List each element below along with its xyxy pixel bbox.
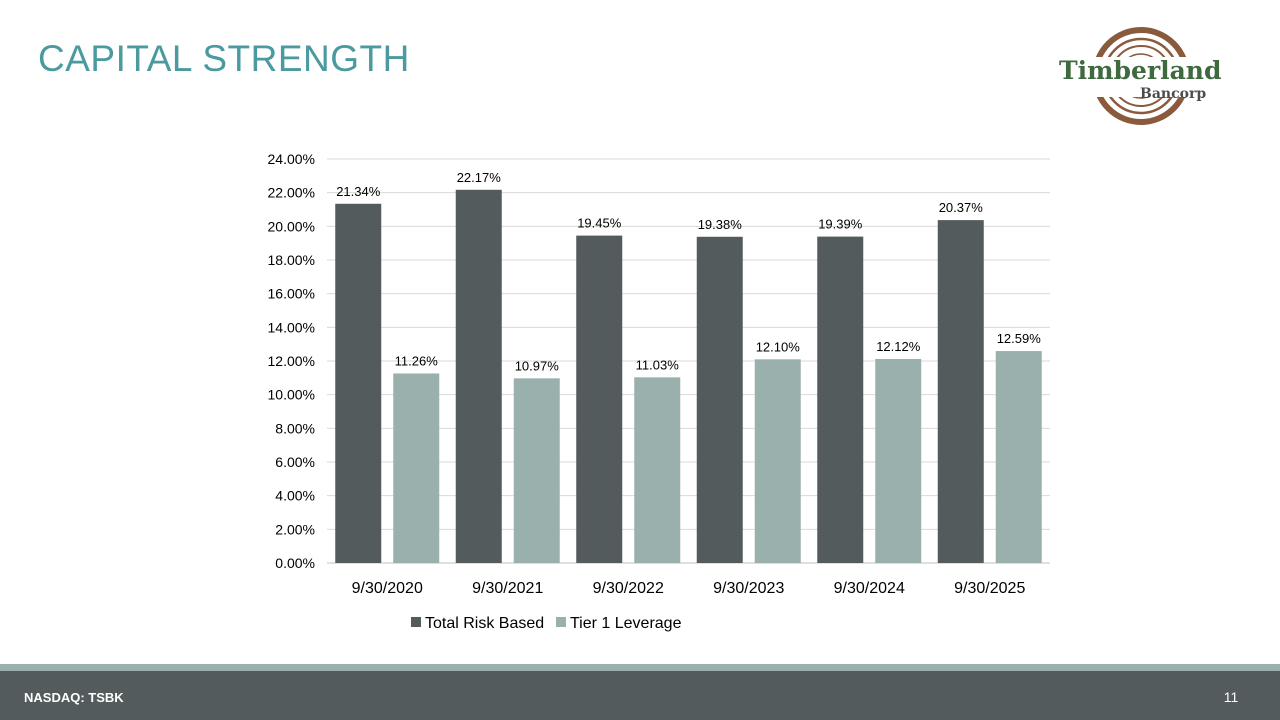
data-label: 12.10%: [756, 339, 801, 354]
y-tick-label: 4.00%: [275, 488, 315, 504]
bar-tier-1-leverage: [875, 358, 922, 563]
data-label: 10.97%: [515, 358, 560, 373]
y-tick-label: 0.00%: [275, 555, 315, 571]
y-tick-label: 18.00%: [268, 252, 315, 268]
data-label: 20.37%: [939, 200, 984, 215]
bar-tier-1-leverage: [995, 351, 1042, 563]
ticker-label: NASDAQ: TSBK: [24, 690, 124, 705]
legend-label: Total Risk Based: [425, 615, 544, 632]
y-tick-label: 20.00%: [268, 218, 315, 234]
bar-total-risk-based: [817, 236, 864, 563]
y-tick-label: 2.00%: [275, 521, 315, 537]
bar-total-risk-based: [576, 235, 623, 563]
logo-subtitle: Bancorp: [1140, 86, 1207, 102]
y-tick-label: 12.00%: [268, 353, 315, 369]
x-tick-label: 9/30/2025: [954, 580, 1025, 597]
slide-title: CAPITAL STRENGTH: [38, 38, 410, 79]
data-label: 19.38%: [698, 217, 743, 232]
y-tick-label: 10.00%: [268, 387, 315, 403]
logo-wordmark: Timberland: [1059, 56, 1222, 85]
legend-swatch: [411, 617, 421, 627]
x-tick-label: 9/30/2020: [352, 580, 423, 597]
data-label: 21.34%: [336, 184, 381, 199]
data-label: 12.59%: [997, 331, 1042, 346]
y-tick-label: 24.00%: [268, 151, 315, 167]
x-tick-label: 9/30/2022: [593, 580, 664, 597]
bar-tier-1-leverage: [754, 359, 801, 563]
legend-swatch: [556, 617, 566, 627]
x-tick-label: 9/30/2021: [472, 580, 543, 597]
bar-tier-1-leverage: [393, 373, 440, 563]
bar-tier-1-leverage: [634, 377, 681, 563]
bar-total-risk-based: [696, 236, 743, 563]
x-tick-label: 9/30/2024: [834, 580, 905, 597]
bar-total-risk-based: [455, 189, 502, 563]
bar-total-risk-based: [937, 220, 984, 564]
y-tick-label: 8.00%: [275, 420, 315, 436]
footer-bar: [0, 671, 1280, 720]
y-tick-label: 14.00%: [268, 319, 315, 335]
data-label: 22.17%: [457, 170, 502, 185]
y-tick-label: 6.00%: [275, 454, 315, 470]
legend-label: Tier 1 Leverage: [570, 615, 682, 632]
data-label: 19.45%: [577, 216, 622, 231]
page-number: 11: [1223, 689, 1239, 705]
timberland-logo: [1055, 27, 1227, 125]
y-tick-label: 22.00%: [268, 185, 315, 201]
data-label: 11.26%: [395, 353, 439, 368]
bar-tier-1-leverage: [513, 378, 560, 563]
bar-total-risk-based: [335, 203, 382, 563]
data-label: 12.12%: [876, 339, 921, 354]
data-label: 11.03%: [636, 357, 680, 372]
footer-accent-line: [0, 664, 1280, 671]
x-tick-label: 9/30/2023: [713, 580, 784, 597]
y-tick-label: 16.00%: [268, 286, 315, 302]
data-label: 19.39%: [818, 217, 863, 232]
